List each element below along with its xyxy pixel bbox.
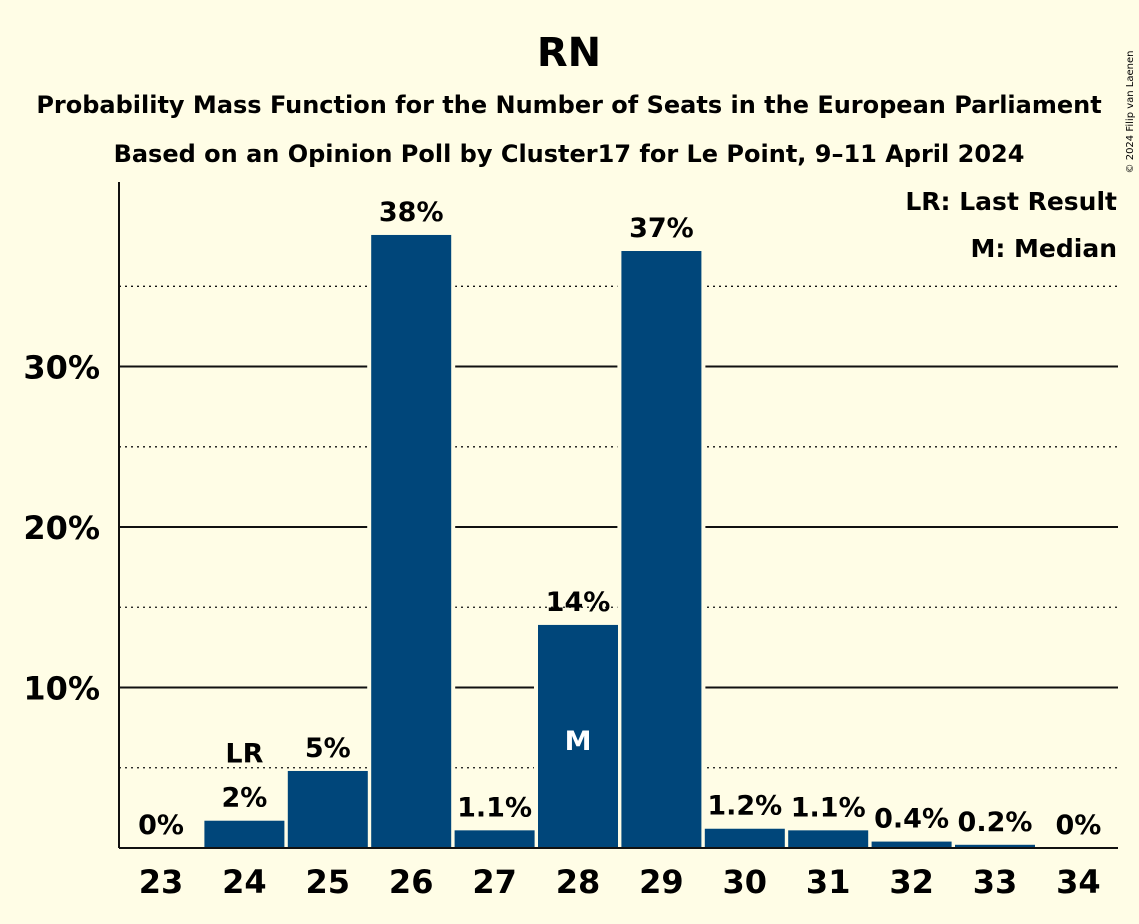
legend-last-result: LR: Last Result: [905, 187, 1117, 216]
bar-32: [871, 841, 952, 848]
bar-value-label-32: 0.4%: [874, 804, 949, 835]
bars: [204, 234, 1035, 849]
last-result-marker: LR: [225, 739, 263, 770]
bar-value-label-33: 0.2%: [958, 807, 1033, 838]
x-tick-label-29: 29: [639, 863, 684, 901]
bar-25: [287, 770, 368, 848]
bar-value-label-26: 38%: [379, 197, 444, 228]
bar-value-label-29: 37%: [629, 213, 694, 244]
median-marker: M: [565, 726, 592, 757]
chart-title: RN: [537, 30, 601, 76]
copyright-text: © 2024 Filip van Laenen: [1125, 51, 1136, 174]
bar-value-label-27: 1.1%: [457, 792, 532, 823]
bar-24: [204, 820, 285, 848]
y-tick-label: 30%: [23, 349, 100, 387]
bar-value-label-23: 0%: [138, 810, 184, 841]
bar-28: [538, 624, 618, 848]
x-tick-label-33: 33: [973, 863, 1018, 901]
x-tick-label-31: 31: [806, 863, 851, 901]
bar-value-label-25: 5%: [305, 733, 351, 764]
x-tick-label-28: 28: [556, 863, 601, 901]
bar-29: [621, 251, 702, 849]
x-tick-label-26: 26: [389, 863, 434, 901]
x-tick-label-23: 23: [139, 863, 184, 901]
x-tick-label-34: 34: [1056, 863, 1101, 901]
bar-31: [788, 830, 869, 848]
bar-33: [955, 844, 1035, 848]
bar-value-label-30: 1.2%: [707, 791, 782, 822]
chart-subtitle-2: Based on an Opinion Poll by Cluster17 fo…: [114, 140, 1025, 168]
bar-30: [704, 828, 785, 848]
x-tick-label-32: 32: [889, 863, 934, 901]
x-tick-label-25: 25: [306, 863, 351, 901]
y-tick-label: 10%: [23, 670, 100, 708]
y-tick-label: 20%: [23, 509, 100, 547]
x-tick-label-24: 24: [222, 863, 267, 901]
bar-value-label-31: 1.1%: [791, 792, 866, 823]
bar-value-label-24: 2%: [221, 783, 267, 814]
x-axis-ticks: 23 24 25 26 27 28 29 30 31 32 33 34: [139, 863, 1101, 901]
bar-value-label-28: 14%: [546, 587, 611, 618]
bar-value-label-34: 0%: [1055, 810, 1101, 841]
chart-subtitle-1: Probability Mass Function for the Number…: [36, 91, 1101, 119]
y-axis-ticks: 10% 20% 30%: [23, 349, 100, 708]
bar-26: [371, 234, 452, 848]
x-tick-label-27: 27: [472, 863, 517, 901]
bar-labels: 0% 2% LR 5% 38% 1.1% 14% M 37% 1.2% 1.1% 0.4% 0.2% 0%: [138, 197, 1101, 841]
bar-27: [454, 830, 535, 848]
legend-median: M: Median: [970, 234, 1117, 263]
gridlines: [119, 284, 1118, 770]
x-tick-label-30: 30: [723, 863, 768, 901]
